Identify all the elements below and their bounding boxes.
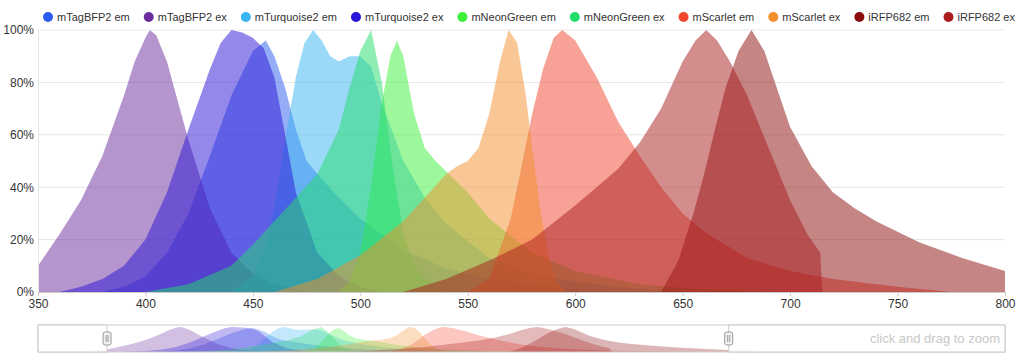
x-tick-label: 400 — [136, 297, 156, 311]
x-tick-label: 600 — [566, 297, 586, 311]
legend-item[interactable]: mTagBFP2 ex — [144, 11, 228, 23]
chart-svg: 0%20%40%60%80%100%3504004505005506006507… — [0, 0, 1024, 361]
x-tick-label: 800 — [995, 297, 1015, 311]
navigator-handle-body[interactable] — [103, 332, 111, 345]
x-tick-mark — [683, 292, 684, 296]
legend-swatch[interactable] — [768, 12, 778, 22]
navigator-area — [342, 327, 611, 352]
x-tick-label: 650 — [673, 297, 693, 311]
x-tick: 700 — [781, 292, 801, 311]
legend-swatch[interactable] — [570, 12, 580, 22]
x-tick-mark — [253, 292, 254, 296]
legend-swatch[interactable] — [43, 12, 53, 22]
x-tick: 350 — [28, 292, 48, 311]
navigator-frame — [38, 325, 1005, 352]
legend-label[interactable]: mScarlet em — [693, 11, 755, 23]
navigator-handle-grip[interactable] — [108, 335, 109, 342]
navigator-handle-body[interactable] — [725, 332, 733, 345]
legend-item[interactable]: mTurquoise2 em — [241, 11, 337, 23]
legend-label[interactable]: mTurquoise2 ex — [365, 11, 444, 23]
x-tick-label: 700 — [781, 297, 801, 311]
plot-area — [38, 30, 1005, 292]
legend-item[interactable]: mTurquoise2 ex — [351, 11, 444, 23]
x-tick: 550 — [458, 292, 478, 311]
x-axis: 350 400 450 500 550 600 650 700 750 800 — [28, 292, 1015, 311]
x-tick-mark — [790, 292, 791, 296]
legend-label[interactable]: iRFP682 em — [868, 11, 929, 23]
legend-label[interactable]: iRFP682 ex — [958, 11, 1016, 23]
x-tick: 400 — [136, 292, 156, 311]
y-tick-label: 20% — [10, 233, 34, 247]
legend-swatch[interactable] — [944, 12, 954, 22]
y-tick-label: 40% — [10, 181, 34, 195]
navigator-plot — [93, 327, 756, 352]
x-axis-line — [39, 293, 1006, 297]
legend-swatch[interactable] — [457, 12, 467, 22]
navigator-handle-grip[interactable] — [106, 335, 107, 342]
legend-swatch[interactable] — [351, 12, 361, 22]
y-tick: 20% — [10, 233, 38, 247]
navigator-label: click and drag to zoom — [870, 331, 1000, 346]
x-tick: 750 — [888, 292, 908, 311]
legend-swatch[interactable] — [854, 12, 864, 22]
grid-line — [38, 30, 1005, 31]
y-tick-label: 80% — [10, 76, 34, 90]
legend-item[interactable]: mNeonGreen ex — [570, 11, 665, 23]
spectrum-area — [403, 30, 822, 292]
legend-item[interactable]: mNeonGreen em — [457, 11, 555, 23]
legend-item[interactable]: mTagBFP2 em — [43, 11, 130, 23]
x-tick-mark — [1005, 292, 1006, 296]
y-axis: 0%20%40%60%80%100% — [3, 23, 38, 299]
x-tick: 650 — [673, 292, 693, 311]
legend-label[interactable]: mTagBFP2 ex — [158, 11, 228, 23]
x-tick-mark — [898, 292, 899, 296]
legend-label[interactable]: mScarlet ex — [782, 11, 841, 23]
x-tick-label: 350 — [28, 297, 48, 311]
y-tick: 40% — [10, 181, 38, 195]
x-tick: 450 — [243, 292, 263, 311]
legend-item[interactable]: iRFP682 ex — [944, 11, 1016, 23]
y-tick: 100% — [3, 23, 38, 37]
x-tick-label: 750 — [888, 297, 908, 311]
legend-item[interactable]: mScarlet em — [679, 11, 755, 23]
legend-swatch[interactable] — [679, 12, 689, 22]
legend-item[interactable]: mScarlet ex — [768, 11, 841, 23]
navigator-mask[interactable] — [38, 325, 107, 352]
x-tick: 500 — [351, 292, 371, 311]
legend-swatch[interactable] — [144, 12, 154, 22]
y-tick-label: 60% — [10, 128, 34, 142]
navigator-handle-grip[interactable] — [727, 335, 728, 342]
legend-swatch[interactable] — [241, 12, 251, 22]
x-tick-mark — [575, 292, 576, 296]
y-tick-label: 100% — [3, 23, 34, 37]
navigator: click and drag to zoom — [38, 325, 1005, 352]
x-tick-label: 500 — [351, 297, 371, 311]
x-tick-mark — [145, 292, 146, 296]
x-tick-mark — [360, 292, 361, 296]
navigator-handle[interactable] — [103, 332, 111, 345]
legend-label[interactable]: mTurquoise2 em — [255, 11, 337, 23]
navigator-handle-grip[interactable] — [729, 335, 730, 342]
y-tick: 80% — [10, 76, 38, 90]
legend-label[interactable]: mNeonGreen em — [471, 11, 555, 23]
x-tick-mark — [38, 292, 39, 296]
y-tick: 60% — [10, 128, 38, 142]
legend-label[interactable]: mTagBFP2 em — [57, 11, 130, 23]
legend: mTagBFP2 em mTagBFP2 ex mTurquoise2 em mTur… — [43, 11, 1015, 23]
navigator-handle[interactable] — [725, 332, 733, 345]
x-tick: 800 — [995, 292, 1015, 311]
x-tick-mark — [468, 292, 469, 296]
y-axis-line — [38, 31, 39, 293]
legend-item[interactable]: iRFP682 em — [854, 11, 929, 23]
navigator-mask[interactable] — [729, 325, 1005, 352]
x-tick-label: 450 — [243, 297, 263, 311]
x-tick: 600 — [566, 292, 586, 311]
legend-label[interactable]: mNeonGreen ex — [584, 11, 665, 23]
x-tick-label: 550 — [458, 297, 478, 311]
